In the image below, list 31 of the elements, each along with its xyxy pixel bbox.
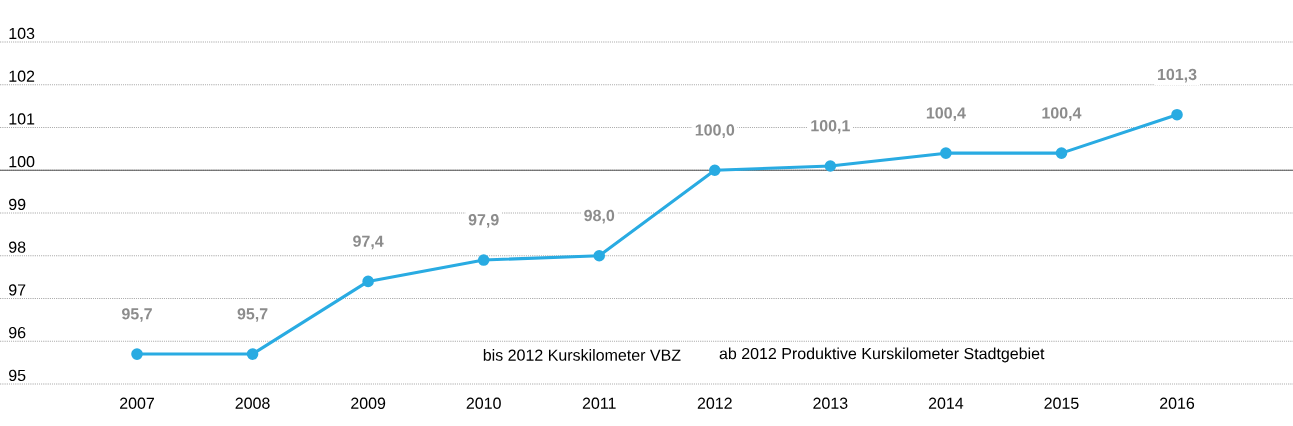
x-tick-label: 2013 [813,397,848,409]
x-tick-label: 2016 [1160,397,1195,409]
data-label: 100,4 [926,107,966,121]
y-tick-label: 99 [9,198,26,211]
data-label: 95,7 [237,308,268,322]
annotation: ab 2012 Produktive Kurskilometer Stadtgebiet [719,347,1045,363]
data-label: 98,0 [584,209,615,224]
x-tick-label: 2011 [582,397,616,409]
x-tick-label: 2009 [351,397,386,409]
x-tick-label: 2008 [235,397,270,409]
data-label: 97,9 [468,214,499,228]
x-tick-label: 2015 [1044,397,1079,409]
x-tick-label: 2012 [697,397,732,409]
data-label: 100,4 [1042,107,1082,121]
y-tick-label: 97 [9,284,26,296]
data-label: 100,0 [695,124,735,138]
y-tick-label: 103 [9,27,35,40]
y-tick-label: 102 [9,70,35,82]
data-label: 100,1 [811,120,850,134]
x-tick-label: 2007 [120,397,154,409]
data-label: 95,7 [122,308,152,322]
x-tick-label: 2010 [466,397,501,409]
annotation: bis 2012 Kurskilometer VBZ [483,349,681,361]
y-tick-label: 95 [9,369,26,382]
x-tick-label: 2014 [928,397,964,409]
y-tick-label: 101 [9,113,35,125]
y-tick-label: 100 [9,156,35,168]
data-label: 97,4 [353,235,384,250]
y-tick-label: 98 [9,241,26,253]
y-tick-label: 96 [9,327,26,339]
data-label: 101,3 [1158,68,1197,83]
